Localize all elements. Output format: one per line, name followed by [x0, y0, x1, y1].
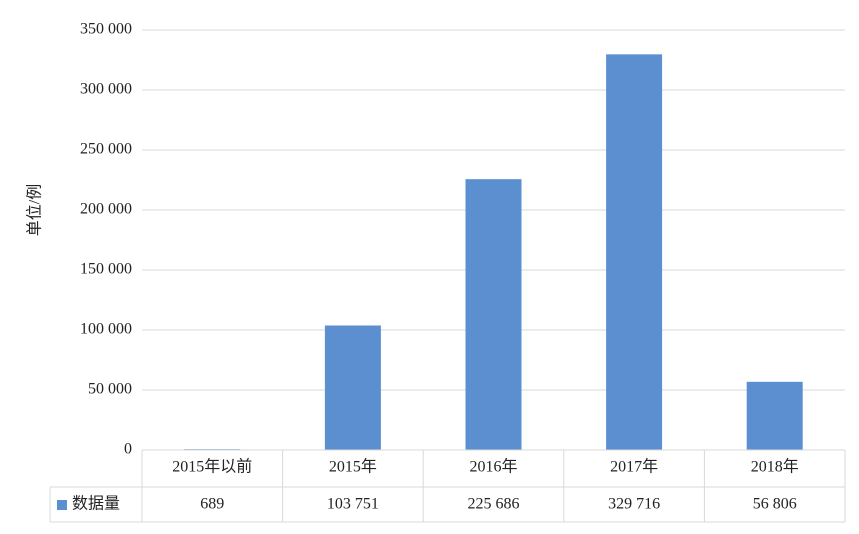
bar [465, 179, 522, 450]
x-tick-label: 2017年 [610, 458, 658, 476]
data-table-value: 225 686 [468, 496, 520, 513]
legend-label: 数据量 [72, 495, 120, 513]
y-tick-label: 350 000 [80, 21, 132, 38]
y-tick-label: 150 000 [80, 261, 132, 278]
x-tick-label: 2016年 [469, 458, 517, 476]
data-table-value: 689 [200, 496, 224, 513]
y-tick-label: 100 000 [80, 321, 132, 338]
bar [324, 325, 381, 450]
x-tick-label: 2015年 [329, 458, 377, 476]
bar [606, 54, 663, 451]
data-table-value: 56 806 [753, 496, 797, 513]
data-table-borders [49, 486, 845, 523]
x-tick-label: 2015年以前 [172, 458, 252, 476]
y-tick-label: 250 000 [80, 141, 132, 158]
x-tick-label: 2018年 [751, 458, 799, 476]
bar [746, 381, 803, 450]
y-tick-label: 50 000 [88, 381, 132, 398]
data-table-value: 103 751 [327, 496, 379, 513]
data-table-value: 329 716 [608, 496, 660, 513]
y-tick-label: 300 000 [80, 81, 132, 98]
y-axis-label: 单位/例 [26, 184, 44, 236]
legend-swatch [57, 500, 67, 510]
y-tick-label: 200 000 [80, 201, 132, 218]
y-tick-label: 0 [124, 441, 132, 458]
